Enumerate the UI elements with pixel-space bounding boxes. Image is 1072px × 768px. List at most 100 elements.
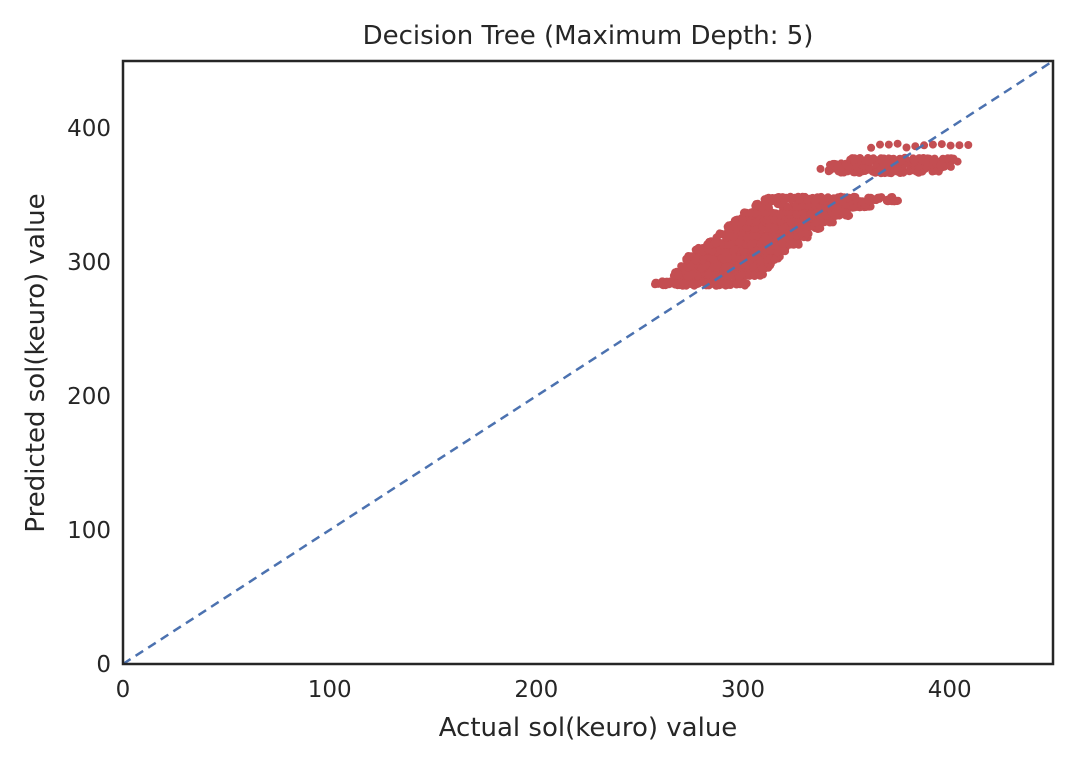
data-point	[746, 240, 755, 249]
data-point	[731, 218, 739, 227]
data-point	[739, 208, 748, 217]
data-point	[937, 140, 946, 149]
y-tick-label: 400	[67, 116, 111, 142]
data-point	[879, 158, 887, 167]
data-point	[929, 156, 938, 165]
x-tick-label: 300	[721, 677, 765, 703]
data-point	[890, 196, 899, 205]
data-point	[840, 209, 849, 218]
data-point	[748, 231, 757, 240]
data-point	[776, 210, 785, 219]
data-point	[866, 193, 875, 202]
data-point	[812, 218, 821, 226]
plot-frame	[121, 59, 1055, 666]
points-layer	[651, 139, 973, 290]
data-point	[749, 262, 758, 271]
data-point	[652, 278, 661, 287]
data-point	[783, 202, 792, 211]
data-point	[810, 196, 819, 205]
data-point	[723, 271, 732, 280]
x-tick-label: 100	[308, 677, 352, 703]
data-point	[746, 208, 755, 217]
data-point	[850, 155, 859, 164]
data-point	[723, 279, 731, 288]
data-point	[803, 201, 812, 210]
data-point	[883, 197, 892, 206]
data-point	[943, 154, 952, 163]
data-point	[691, 256, 700, 265]
x-axis-label: Actual sol(keuro) value	[439, 713, 738, 743]
data-point	[738, 215, 747, 224]
data-point	[781, 195, 790, 203]
y-axis-ticks: 0 100 200 300 400	[67, 116, 111, 678]
data-point	[819, 210, 828, 219]
data-point	[751, 201, 760, 210]
data-point	[816, 164, 825, 173]
data-point	[964, 141, 973, 149]
data-point	[739, 247, 748, 256]
data-point	[679, 263, 688, 272]
reference-line	[122, 59, 1054, 666]
data-point	[793, 240, 802, 248]
data-point	[795, 195, 804, 204]
data-point	[871, 168, 880, 177]
x-tick-label: 200	[514, 677, 558, 703]
data-point	[687, 270, 696, 279]
data-point	[803, 195, 812, 204]
data-point	[666, 277, 675, 286]
data-point	[688, 280, 697, 288]
data-point	[955, 141, 964, 150]
data-point	[726, 240, 735, 249]
x-axis-ticks: 0 100 200 300 400	[116, 677, 972, 703]
data-point	[763, 194, 772, 203]
data-point	[902, 143, 911, 152]
data-point	[884, 140, 893, 149]
data-point	[786, 232, 794, 241]
data-point	[918, 156, 927, 165]
data-point	[867, 143, 876, 152]
x-tick-label: 400	[928, 677, 972, 703]
data-point	[720, 263, 729, 272]
data-point	[836, 192, 845, 201]
data-point	[778, 224, 787, 233]
data-point	[928, 140, 937, 149]
data-point	[815, 224, 824, 233]
y-tick-label: 100	[67, 518, 111, 544]
data-point	[844, 162, 853, 171]
data-point	[703, 240, 712, 249]
y-tick-label: 0	[96, 652, 111, 678]
data-point	[755, 256, 764, 265]
data-point	[770, 255, 779, 264]
data-point	[893, 139, 902, 148]
chart-title: Decision Tree (Maximum Depth: 5)	[363, 21, 814, 51]
x-tick-label: 0	[116, 677, 131, 703]
data-point	[946, 141, 955, 150]
data-point	[736, 271, 745, 280]
plot-area	[121, 59, 1055, 666]
data-point	[773, 248, 782, 257]
y-tick-label: 200	[67, 384, 111, 410]
data-point	[761, 233, 770, 242]
data-point	[678, 278, 687, 287]
data-point	[858, 197, 867, 206]
data-point	[726, 231, 735, 240]
y-tick-label: 300	[67, 250, 111, 276]
data-point	[876, 140, 884, 149]
data-point	[740, 281, 749, 290]
data-point	[863, 156, 872, 165]
data-point	[734, 278, 743, 287]
data-point	[833, 161, 842, 169]
data-point	[714, 231, 723, 240]
data-point	[786, 217, 795, 226]
data-point	[709, 272, 717, 281]
data-point	[897, 157, 906, 166]
data-point	[851, 193, 860, 201]
data-point	[674, 271, 683, 280]
data-point	[724, 254, 733, 262]
data-point	[824, 193, 832, 202]
y-axis-label: Predicted sol(keuro) value	[21, 193, 51, 532]
data-point	[949, 154, 958, 163]
data-point	[758, 264, 767, 273]
